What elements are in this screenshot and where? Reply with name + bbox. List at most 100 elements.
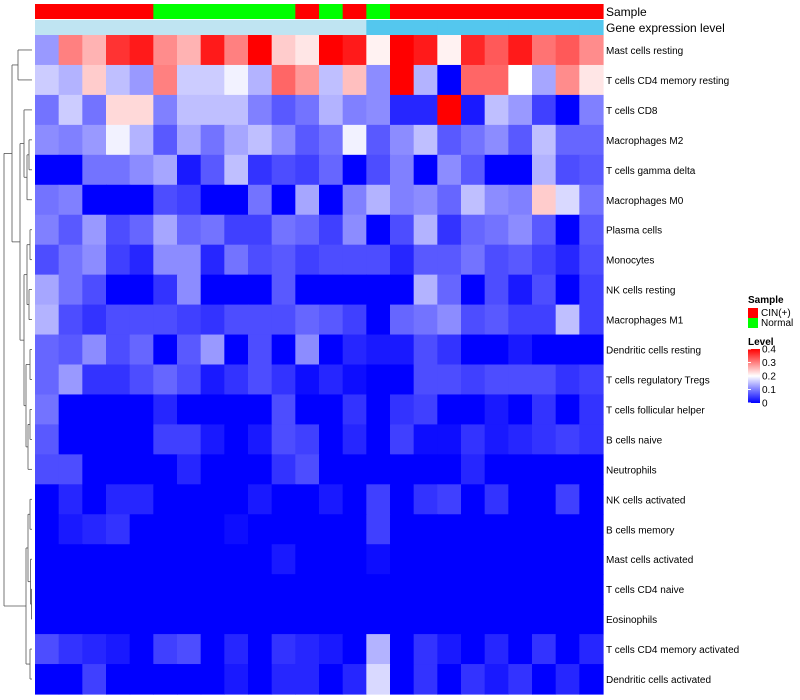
heatmap-cell [532, 484, 557, 515]
heatmap-cell [390, 274, 415, 306]
heatmap-cell [200, 214, 225, 246]
row-label: Neutrophils [606, 465, 657, 476]
heatmap-cell [58, 35, 83, 66]
heatmap-cell [129, 664, 154, 695]
heatmap-cell [271, 124, 296, 156]
heatmap-cell [153, 664, 178, 695]
annotation-cell [58, 4, 83, 19]
heatmap-cell [248, 484, 273, 515]
heatmap-cell [271, 424, 296, 455]
heatmap-cell [579, 35, 604, 66]
heatmap-cell [153, 634, 178, 665]
heatmap-cell [532, 574, 557, 605]
heatmap-cell [366, 544, 391, 575]
heatmap-cell [390, 244, 415, 276]
heatmap-cell [58, 304, 83, 336]
heatmap-cell [508, 394, 533, 426]
heatmap-cell [366, 304, 391, 336]
heatmap-cell [413, 394, 438, 426]
heatmap-cell [200, 484, 225, 515]
heatmap-cell [106, 514, 131, 545]
heatmap-cell [390, 304, 415, 336]
heatmap-cell [295, 334, 320, 366]
heatmap-cell [35, 334, 60, 366]
heatmap-cell [319, 244, 344, 276]
heatmap-cell [508, 154, 533, 186]
annotation-cell [295, 20, 320, 35]
heatmap-cell [224, 574, 249, 605]
heatmap-cell [532, 514, 557, 545]
heatmap-cell [35, 634, 60, 665]
heatmap-cell [555, 35, 580, 66]
heatmap-cell [58, 424, 83, 455]
heatmap-cell [579, 514, 604, 545]
heatmap-cell [532, 244, 557, 276]
heatmap-cell [579, 664, 604, 695]
heatmap-cell [390, 124, 415, 156]
heatmap-cell [271, 574, 296, 605]
heatmap-cell [248, 94, 273, 126]
heatmap-cell [366, 484, 391, 515]
annotation-cell [271, 20, 296, 35]
annotation-cell [390, 4, 415, 19]
heatmap-cell [484, 64, 509, 96]
heatmap-cell [461, 94, 486, 126]
heatmap-cell [129, 454, 154, 485]
heatmap-cell [342, 514, 367, 545]
heatmap-cell [295, 304, 320, 336]
heatmap-cell [177, 544, 202, 575]
heatmap-cell [58, 334, 83, 366]
heatmap-cell [200, 514, 225, 545]
annotation-cell [413, 20, 438, 35]
heatmap-cell [35, 394, 60, 426]
heatmap-cell [200, 604, 225, 635]
heatmap-cell [461, 634, 486, 665]
heatmap-cell [579, 64, 604, 96]
heatmap-cell [413, 634, 438, 665]
heatmap-cell [153, 184, 178, 216]
heatmap-cell [484, 574, 509, 605]
heatmap-cell [390, 454, 415, 485]
heatmap-cell [106, 544, 131, 575]
heatmap-cell [200, 154, 225, 186]
heatmap-cell [177, 634, 202, 665]
heatmap-cell [200, 334, 225, 366]
heatmap-cell [579, 484, 604, 515]
heatmap-cell [319, 274, 344, 306]
row-label: NK cells resting [606, 286, 675, 297]
annotation-cell [82, 20, 107, 35]
heatmap-cell [177, 35, 202, 66]
row-label: T cells follicular helper [606, 405, 705, 416]
row-label: B cells naive [606, 435, 663, 446]
heatmap-cell [342, 154, 367, 186]
heatmap-cell [555, 274, 580, 306]
legend-item-label: CIN(+) [761, 308, 791, 319]
heatmap-cell [484, 604, 509, 635]
heatmap-cell [508, 274, 533, 306]
heatmap-cell [390, 574, 415, 605]
heatmap-cell [177, 94, 202, 126]
heatmap-cell [82, 634, 107, 665]
heatmap-cell [461, 154, 486, 186]
heatmap-cell [224, 364, 249, 396]
row-label: Mast cells activated [606, 555, 693, 566]
heatmap-cell [461, 64, 486, 96]
heatmap-cell [342, 334, 367, 366]
heatmap-cell [224, 244, 249, 276]
heatmap-cell [413, 544, 438, 575]
heatmap-cell [177, 454, 202, 485]
heatmap-cell [248, 454, 273, 485]
legend-tick-label: 0 [762, 399, 768, 410]
heatmap-cell [58, 94, 83, 126]
heatmap-cell [461, 604, 486, 635]
heatmap-cell [271, 274, 296, 306]
heatmap-cell [58, 454, 83, 485]
annotation-cell [153, 4, 178, 19]
annotation-cell [555, 20, 580, 35]
heatmap-cell [248, 244, 273, 276]
heatmap-cell [532, 124, 557, 156]
heatmap-cell [508, 334, 533, 366]
heatmap-cell [295, 394, 320, 426]
heatmap-cell [508, 35, 533, 66]
heatmap-cell [366, 424, 391, 455]
